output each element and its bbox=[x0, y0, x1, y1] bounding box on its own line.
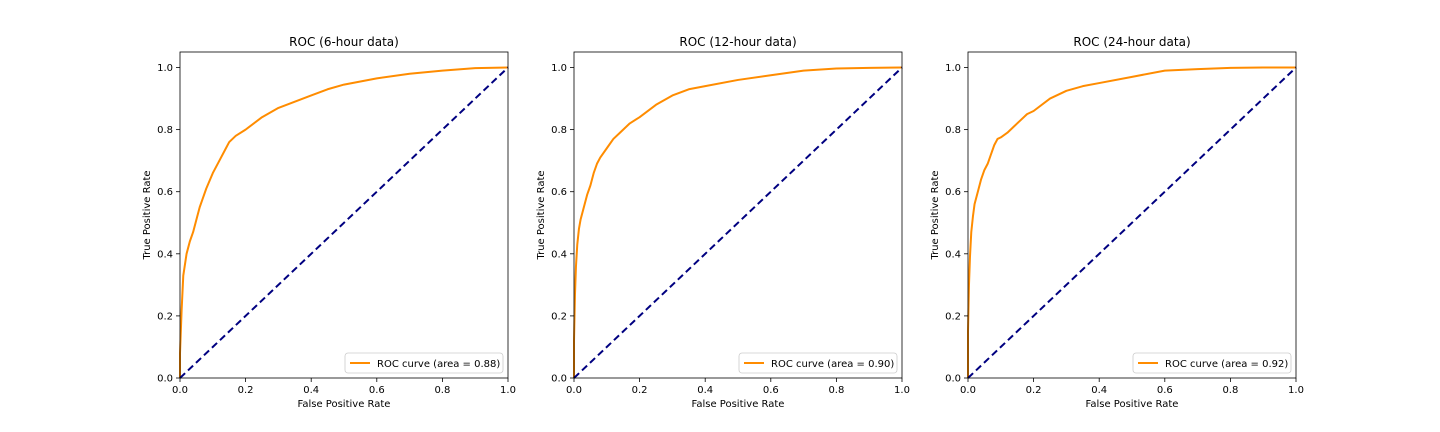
legend-box bbox=[1132, 352, 1292, 374]
y-axis-ticks: 0.0 0.2 0.4 0.6 0.8 1.0 bbox=[551, 63, 574, 385]
x-tick-label: 0.0 bbox=[566, 385, 582, 396]
y-tick-label: 0.4 bbox=[945, 249, 961, 260]
chance-diagonal-line bbox=[967, 66, 1297, 379]
x-tick-label: 0.8 bbox=[434, 385, 450, 396]
x-tick-label: 1.0 bbox=[894, 385, 910, 396]
x-tick-label: 0.6 bbox=[369, 385, 385, 396]
y-tick-label: 0.6 bbox=[945, 187, 961, 198]
plot-area bbox=[574, 52, 902, 378]
x-axis-label: False Positive Rate bbox=[298, 399, 391, 410]
x-tick-label: 0.2 bbox=[238, 385, 254, 396]
axes-frame bbox=[179, 51, 509, 379]
legend: ROC curve (area = 0.88) bbox=[344, 352, 504, 374]
chance-diagonal-line bbox=[573, 66, 903, 379]
x-tick-label: 1.0 bbox=[1288, 385, 1304, 396]
roc-curve-line bbox=[573, 66, 903, 378]
y-tick-label: 0.0 bbox=[157, 374, 173, 385]
y-tick-label: 0.2 bbox=[157, 311, 173, 322]
x-tick-label: 0.2 bbox=[1026, 385, 1042, 396]
chart-title: ROC (24-hour data) bbox=[1073, 35, 1190, 49]
chart-title: ROC (12-hour data) bbox=[679, 35, 796, 49]
y-axis-label: True Positive Rate bbox=[536, 170, 547, 260]
x-tick-label: 0.6 bbox=[1157, 385, 1173, 396]
y-tick-label: 1.0 bbox=[945, 63, 961, 74]
x-tick-label: 0.0 bbox=[172, 385, 188, 396]
y-tick-label: 0.8 bbox=[157, 125, 173, 136]
x-axis-ticks: 0.0 0.2 0.4 0.6 0.8 1.0 bbox=[172, 378, 516, 396]
x-tick-label: 0.4 bbox=[303, 385, 319, 396]
roc-curve-line bbox=[179, 66, 509, 378]
y-tick-label: 0.8 bbox=[945, 125, 961, 136]
y-tick-label: 1.0 bbox=[551, 63, 567, 74]
y-tick-label: 0.4 bbox=[157, 249, 173, 260]
chart-title: ROC (6-hour data) bbox=[289, 35, 399, 49]
roc-curve-line bbox=[967, 66, 1296, 378]
roc-panel-6-hour: 0.0 0.2 0.4 0.6 0.8 1.0 0.0 0.2 0.4 0.6 0.8 1.0 RO… bbox=[142, 35, 516, 410]
x-tick-label: 0.4 bbox=[697, 385, 713, 396]
x-axis-ticks: 0.0 0.2 0.4 0.6 0.8 1.0 bbox=[960, 378, 1304, 396]
y-tick-label: 0.6 bbox=[551, 187, 567, 198]
x-tick-label: 0.2 bbox=[632, 385, 648, 396]
x-axis-label: False Positive Rate bbox=[1086, 399, 1179, 410]
axes-frame bbox=[967, 51, 1297, 379]
y-tick-label: 0.8 bbox=[551, 125, 567, 136]
legend-label-roc: ROC curve (area = 0.92) bbox=[1165, 359, 1288, 370]
plot-area bbox=[968, 52, 1296, 378]
roc-panel-12-hour: 0.0 0.2 0.4 0.6 0.8 1.0 0.0 0.2 0.4 0.6 0.8 1.0 RO… bbox=[536, 35, 910, 410]
x-axis-label: False Positive Rate bbox=[692, 399, 785, 410]
y-tick-label: 0.6 bbox=[157, 187, 173, 198]
legend-box bbox=[344, 352, 504, 374]
legend-label-roc: ROC curve (area = 0.88) bbox=[377, 359, 500, 370]
legend-label-roc: ROC curve (area = 0.90) bbox=[771, 359, 894, 370]
x-tick-label: 0.8 bbox=[828, 385, 844, 396]
y-tick-label: 0.2 bbox=[945, 311, 961, 322]
plot-area bbox=[180, 52, 508, 378]
legend-box bbox=[738, 352, 898, 374]
plot-marks bbox=[179, 66, 509, 379]
x-axis-ticks: 0.0 0.2 0.4 0.6 0.8 1.0 bbox=[566, 378, 910, 396]
y-axis-label: True Positive Rate bbox=[930, 170, 941, 260]
legend: ROC curve (area = 0.90) bbox=[738, 352, 898, 374]
legend: ROC curve (area = 0.92) bbox=[1132, 352, 1292, 374]
y-tick-label: 1.0 bbox=[157, 63, 173, 74]
plot-marks bbox=[573, 66, 903, 379]
plot-marks bbox=[967, 66, 1297, 379]
y-axis-label: True Positive Rate bbox=[142, 170, 153, 260]
x-tick-label: 0.6 bbox=[763, 385, 779, 396]
x-tick-label: 0.4 bbox=[1091, 385, 1107, 396]
y-axis-ticks: 0.0 0.2 0.4 0.6 0.8 1.0 bbox=[945, 63, 968, 385]
y-tick-label: 0.2 bbox=[551, 311, 567, 322]
x-tick-label: 0.8 bbox=[1222, 385, 1238, 396]
y-tick-label: 0.0 bbox=[945, 374, 961, 385]
y-tick-label: 0.4 bbox=[551, 249, 567, 260]
axes-frame bbox=[573, 51, 903, 379]
x-tick-label: 1.0 bbox=[500, 385, 516, 396]
roc-panel-24-hour: 0.0 0.2 0.4 0.6 0.8 1.0 0.0 0.2 0.4 0.6 0.8 1.0 RO… bbox=[930, 35, 1304, 410]
y-axis-ticks: 0.0 0.2 0.4 0.6 0.8 1.0 bbox=[157, 63, 180, 385]
y-tick-label: 0.0 bbox=[551, 374, 567, 385]
x-tick-label: 0.0 bbox=[960, 385, 976, 396]
chance-diagonal-line bbox=[179, 66, 509, 379]
